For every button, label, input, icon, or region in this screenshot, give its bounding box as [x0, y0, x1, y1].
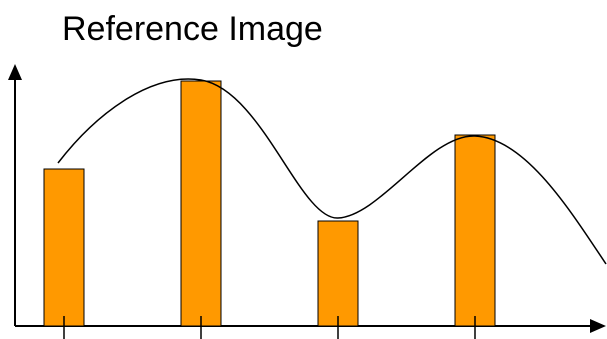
bar-2 [181, 81, 221, 326]
bar-1 [44, 169, 84, 326]
y-axis-arrowhead [8, 64, 22, 80]
bar-4 [455, 135, 495, 326]
axes [8, 64, 606, 333]
x-axis-arrowhead [590, 319, 606, 333]
bars [44, 81, 495, 326]
x-axis-ticks [64, 316, 475, 339]
bar-3 [318, 221, 358, 326]
